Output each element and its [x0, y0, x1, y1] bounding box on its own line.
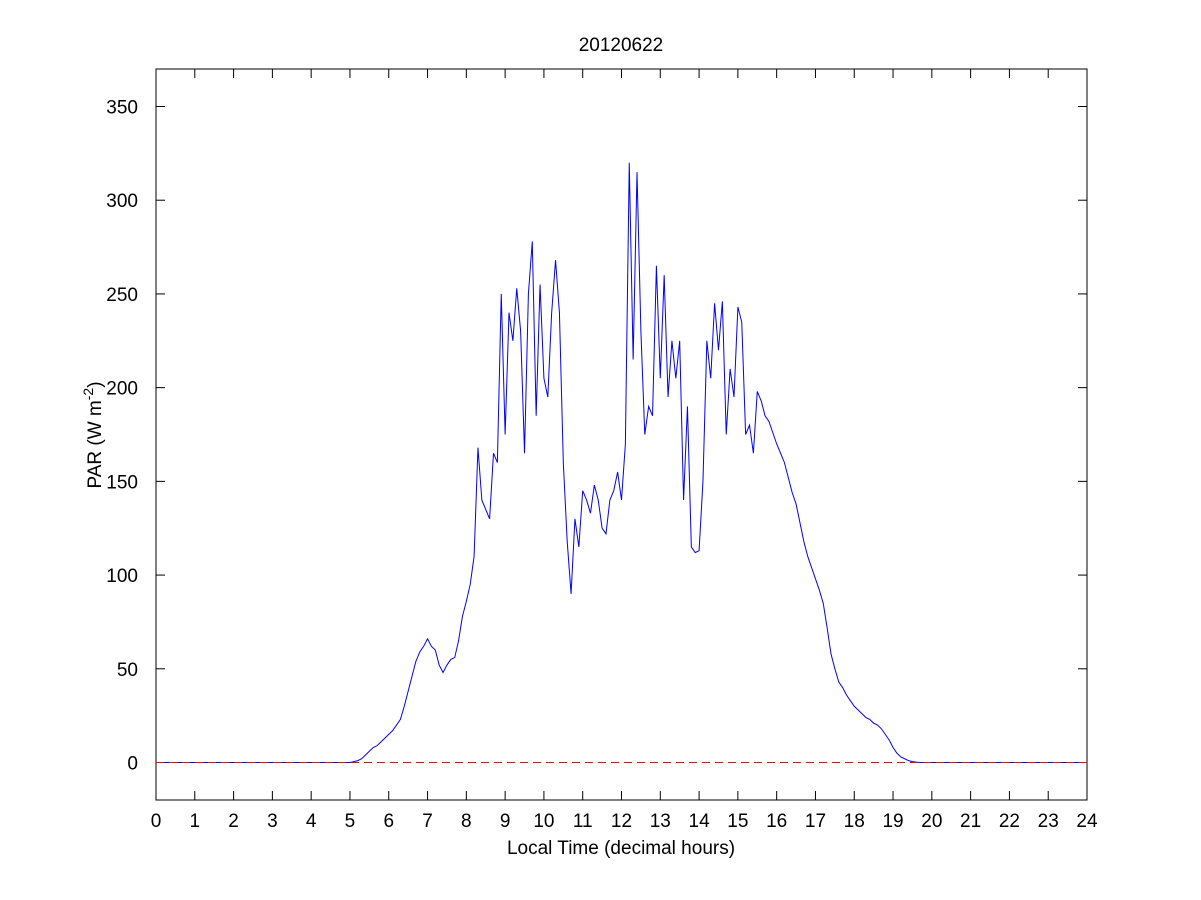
y-tick-label: 300 — [106, 191, 138, 212]
x-tick-label: 18 — [844, 811, 865, 832]
x-tick-label: 2 — [228, 811, 239, 832]
plot-area — [155, 68, 1088, 801]
y-tick-label: 100 — [106, 566, 138, 587]
y-tick-label: 50 — [117, 660, 138, 681]
y-axis-label: PAR (W m-2) — [80, 381, 106, 488]
y-tick-label: 350 — [106, 97, 138, 118]
x-tick-label: 12 — [611, 811, 632, 832]
x-tick-label: 24 — [1076, 811, 1098, 832]
x-tick-label: 14 — [689, 811, 711, 832]
y-tick-label: 250 — [106, 285, 138, 306]
x-tick-label: 1 — [190, 811, 201, 832]
y-label-text: PAR (W m — [85, 400, 106, 488]
x-tick-label: 23 — [1038, 811, 1059, 832]
x-tick-label: 3 — [267, 811, 278, 832]
x-tick-label: 20 — [921, 811, 942, 832]
x-tick-label: 13 — [650, 811, 671, 832]
y-tick-label: 150 — [106, 472, 138, 493]
x-tick-label: 10 — [533, 811, 554, 832]
x-tick-label: 19 — [882, 811, 903, 832]
x-tick-label: 4 — [306, 811, 317, 832]
x-tick-label: 15 — [727, 811, 748, 832]
x-tick-label: 5 — [345, 811, 356, 832]
y-tick-label: 200 — [106, 379, 138, 400]
x-axis-label: Local Time (decimal hours) — [507, 838, 735, 859]
x-tick-label: 11 — [573, 811, 593, 832]
x-tick-label: 16 — [766, 811, 787, 832]
x-tick-label: 7 — [422, 811, 433, 832]
y-label-superscript: -2 — [80, 388, 96, 401]
data-line — [156, 162, 1087, 764]
y-tick-label: 0 — [127, 754, 138, 775]
x-tick-label: 21 — [960, 811, 981, 832]
x-tick-label: 8 — [461, 811, 472, 832]
x-tick-label: 17 — [805, 811, 826, 832]
x-tick-label: 6 — [383, 811, 394, 832]
x-tick-label: 0 — [151, 811, 162, 832]
chart-title: 20120622 — [579, 35, 664, 56]
x-tick-label: 22 — [999, 811, 1020, 832]
y-label-suffix: ) — [85, 381, 106, 387]
x-tick-label: 9 — [500, 811, 511, 832]
